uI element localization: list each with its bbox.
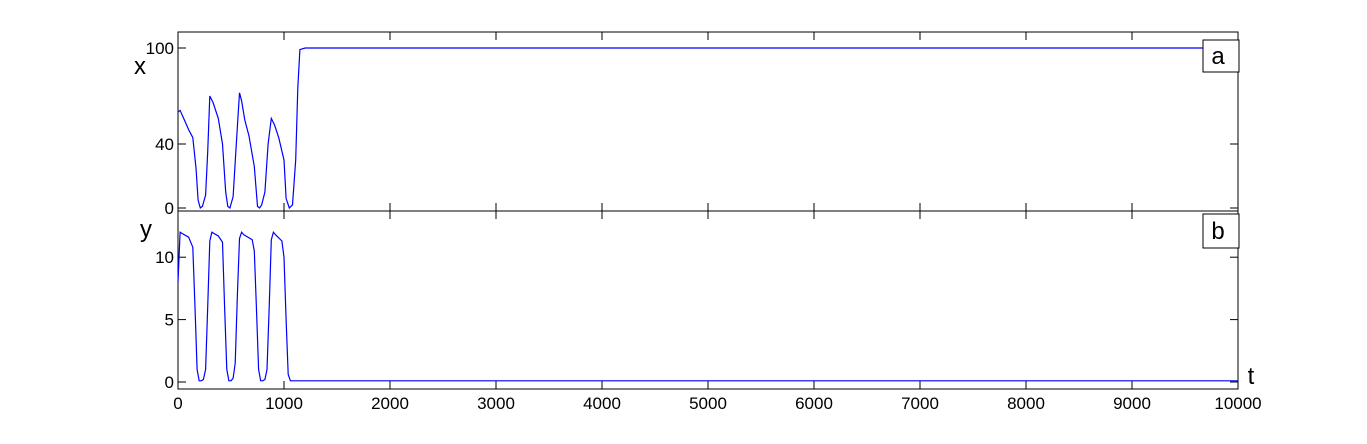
y-tick-label: 100 bbox=[146, 39, 174, 58]
x-tick-label: 1000 bbox=[265, 394, 303, 413]
x-tick-label: 9000 bbox=[1113, 394, 1151, 413]
x-tick-label: 0 bbox=[173, 394, 182, 413]
y-tick-label: 0 bbox=[165, 199, 174, 218]
panel-label-box bbox=[1202, 213, 1240, 249]
y-tick-label: 10 bbox=[155, 248, 174, 267]
x-tick-label: 5000 bbox=[689, 394, 727, 413]
x-tick-label: 3000 bbox=[477, 394, 515, 413]
series-line bbox=[177, 47, 1238, 210]
panel-label: a bbox=[1211, 43, 1225, 70]
y-axis-label: y bbox=[140, 216, 152, 243]
x-tick-label: 10000 bbox=[1214, 394, 1261, 413]
y-tick-label: 40 bbox=[155, 135, 174, 154]
x-tick-label: 8000 bbox=[1007, 394, 1045, 413]
panel-label: b bbox=[1211, 218, 1224, 245]
x-tick-label: 4000 bbox=[583, 394, 621, 413]
y-tick-label: 5 bbox=[165, 311, 174, 330]
x-tick-label: 6000 bbox=[795, 394, 833, 413]
x-tick-label: 2000 bbox=[371, 394, 409, 413]
plot-frame bbox=[177, 31, 1239, 212]
x-axis-label: t bbox=[1248, 363, 1255, 390]
panel-label-box bbox=[1202, 39, 1240, 73]
series-line bbox=[177, 230, 1238, 382]
panel-b: 0 5 10 0 1000 2000 3000 4000 5000 6000 7000 8000 900… bbox=[140, 210, 1262, 413]
y-tick-label: 0 bbox=[165, 373, 174, 392]
y-axis-label: x bbox=[134, 53, 146, 80]
x-tick-label: 7000 bbox=[901, 394, 939, 413]
plot-frame bbox=[177, 210, 1239, 390]
